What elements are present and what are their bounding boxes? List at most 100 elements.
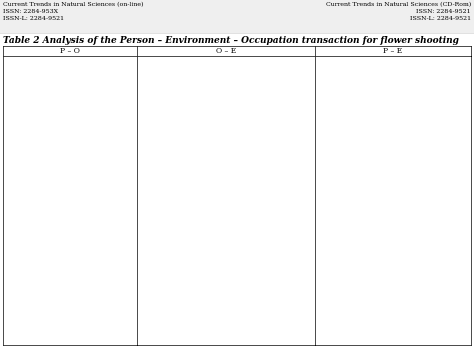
Text: •: •: [317, 134, 322, 142]
Text: Access to gardens, parks: Access to gardens, parks: [322, 71, 418, 79]
Text: camera, lenses, supporting/stabilising: camera, lenses, supporting/stabilising: [144, 70, 290, 78]
Text: •: •: [317, 122, 322, 130]
Text: •: •: [317, 58, 322, 66]
Text: Family support: Family support: [322, 58, 380, 66]
Text: Visit floral exhibitions and: Visit floral exhibitions and: [144, 119, 245, 127]
Text: •: •: [5, 126, 9, 134]
Text: shooting button when wind stops: shooting button when wind stops: [10, 131, 137, 139]
Text: Flower shooting workshops: Flower shooting workshops: [144, 162, 249, 170]
Text: travelling: travelling: [144, 142, 181, 150]
Text: Use of different composition and: Use of different composition and: [144, 81, 269, 89]
Text: •: •: [139, 65, 143, 73]
Text: •: •: [5, 159, 9, 167]
Text: example, use of multiple exposure: example, use of multiple exposure: [10, 94, 141, 102]
Text: Botanical knowledge: Botanical knowledge: [10, 185, 90, 193]
Text: teacher: teacher: [322, 128, 351, 136]
Text: Personal expectations: Personal expectations: [322, 116, 406, 124]
Text: flower shooting: flower shooting: [322, 139, 382, 147]
Text: Gardens, parks, landscapes: Gardens, parks, landscapes: [144, 112, 249, 120]
Text: •: •: [139, 106, 143, 114]
Text: Social relationships (direct and: Social relationships (direct and: [322, 78, 442, 86]
Text: •: •: [5, 166, 9, 174]
Text: Flower shooting courses, even on-line: Flower shooting courses, even on-line: [144, 156, 289, 164]
Text: •: •: [317, 169, 322, 177]
Text: Photo studio with modern facilities: Photo studio with modern facilities: [144, 58, 278, 66]
Text: •: •: [317, 94, 322, 102]
Text: Botanical flower atlas: Botanical flower atlas: [144, 193, 227, 201]
Text: Visual acuity: Visual acuity: [10, 83, 59, 91]
Text: •: •: [317, 65, 322, 73]
Text: the camera, camera body: the camera, camera body: [144, 75, 241, 83]
Text: Respect safety issues regarding: Respect safety issues regarding: [322, 134, 445, 142]
Text: blow): blow): [10, 136, 31, 144]
Text: technique): technique): [10, 100, 51, 108]
Text: Patience (for example, press the: Patience (for example, press the: [10, 126, 134, 134]
Text: •: •: [5, 106, 9, 114]
Text: •: •: [5, 70, 9, 78]
Text: Specialized knowledge for: Specialized knowledge for: [10, 142, 111, 150]
Text: Obtain resources for flower: Obtain resources for flower: [322, 146, 428, 154]
Text: •: •: [317, 146, 322, 154]
Text: Concentration: Concentration: [10, 119, 65, 127]
Text: Current Trends in Natural Sciences (CD-Rom)
ISSN: 2284-9521
ISSN-L: 2284-9521: Current Trends in Natural Sciences (CD-R…: [326, 2, 471, 21]
Text: •: •: [5, 172, 9, 180]
Text: •: •: [139, 168, 143, 176]
Text: shooting activities: shooting activities: [322, 151, 392, 159]
Text: Physical resistance: Physical resistance: [10, 106, 83, 114]
Text: flower shooting: flower shooting: [322, 110, 382, 118]
Text: •: •: [139, 175, 143, 183]
Text: Flower shooting contests: Flower shooting contests: [144, 175, 240, 183]
Text: combining lights, backgrounds and: combining lights, backgrounds and: [10, 148, 145, 156]
Text: •: •: [5, 119, 9, 127]
Text: Inspiring people to make a: Inspiring people to make a: [322, 169, 425, 177]
Text: O – E: O – E: [216, 47, 236, 55]
Text: •: •: [5, 58, 9, 66]
Text: Table 2 Analysis of the Person – Environment – Occupation transaction for flower: Table 2 Analysis of the Person – Environ…: [3, 36, 459, 45]
Text: their hobbies and passions: their hobbies and passions: [322, 179, 425, 187]
Text: •: •: [139, 193, 143, 201]
Text: •: •: [139, 58, 143, 66]
Text: •: •: [139, 137, 143, 145]
Text: •: •: [5, 179, 9, 187]
Text: •: •: [139, 93, 143, 101]
Text: •: •: [5, 185, 9, 193]
Text: •: •: [5, 142, 9, 150]
Text: angles: angles: [144, 86, 169, 94]
Text: •: •: [5, 112, 9, 120]
Text: Manual dexterity: Manual dexterity: [10, 76, 76, 84]
Text: •: •: [139, 149, 143, 157]
Text: Intuition: Intuition: [10, 166, 43, 174]
Text: •: •: [139, 112, 143, 120]
Text: virtual socialisation networks –: virtual socialisation networks –: [322, 83, 441, 91]
Text: Current Trends in Natural Sciences (on-line)
ISSN: 2284-953X
ISSN-L: 2284-9521: Current Trends in Natural Sciences (on-l…: [3, 2, 144, 21]
Text: P – E: P – E: [383, 47, 403, 55]
Text: Availability of flower shooting: Availability of flower shooting: [322, 122, 436, 130]
Text: greenhouses: greenhouses: [144, 124, 192, 132]
Text: •: •: [139, 162, 143, 170]
Text: Creativity in taking photos: Creativity in taking photos: [10, 159, 112, 167]
Text: •: •: [5, 89, 9, 97]
Text: Read books, albums, catalogues and: Read books, albums, catalogues and: [144, 182, 283, 190]
Text: Flower shooting groups discussions: Flower shooting groups discussions: [144, 168, 281, 176]
Text: •: •: [5, 76, 9, 84]
Text: Financial resources for shopping and: Financial resources for shopping and: [144, 137, 286, 145]
Text: angles: angles: [10, 152, 35, 160]
Text: flower shooting: flower shooting: [10, 63, 70, 71]
Text: shooting exhibition: shooting exhibition: [322, 163, 396, 171]
Text: Flash: Flash: [144, 100, 165, 108]
Text: Physical integrity: Physical integrity: [10, 112, 77, 120]
Text: •: •: [317, 78, 322, 86]
Text: Natural light: Natural light: [144, 93, 193, 101]
Text: Attention to details: Attention to details: [10, 172, 84, 180]
Text: •: •: [139, 182, 143, 190]
Text: Flower shooting techniques (for: Flower shooting techniques (for: [10, 89, 133, 97]
Text: Flash brackets and diffusers: Flash brackets and diffusers: [144, 106, 253, 114]
Text: Shooting instruments or equipment:: Shooting instruments or equipment:: [144, 65, 283, 73]
Text: •: •: [139, 156, 143, 164]
Text: Facebook, Twitter, Hi5): Facebook, Twitter, Hi5): [322, 88, 412, 96]
Text: •: •: [139, 131, 143, 139]
Text: reviews on flower photography: reviews on flower photography: [144, 187, 263, 195]
Text: •: •: [139, 81, 143, 89]
Text: •: •: [5, 83, 9, 91]
Text: discussions on the theme of: discussions on the theme of: [322, 104, 428, 112]
